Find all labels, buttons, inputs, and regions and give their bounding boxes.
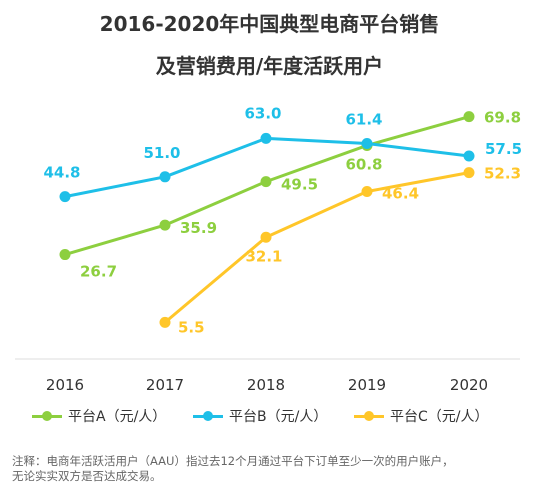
data-point-platform-c	[463, 167, 475, 179]
data-point-platform-a	[159, 219, 171, 231]
data-point-platform-a	[463, 111, 475, 123]
x-tick-label: 2016	[46, 376, 84, 394]
legend-item-platform-a: 平台A（元/人）	[32, 406, 166, 426]
x-tick-label: 2017	[146, 376, 184, 394]
legend-swatch-platform-b	[193, 409, 223, 423]
data-point-platform-b	[260, 132, 272, 144]
data-label-platform-a: 60.8	[345, 155, 382, 173]
data-point-platform-a	[59, 249, 71, 261]
x-tick-label: 2018	[247, 376, 285, 394]
data-label-platform-b: 61.4	[345, 111, 382, 129]
series-line-platform-c	[164, 171, 470, 324]
legend-label-platform-b: 平台B（元/人）	[229, 409, 328, 425]
data-point-platform-b	[159, 171, 171, 183]
legend-label-platform-a: 平台A（元/人）	[68, 409, 167, 425]
footnote: 注释：电商年活跃活用户（AAU）指过去12个月通过平台下订单至少一次的用户账户，…	[12, 454, 532, 484]
data-label-platform-a: 26.7	[80, 263, 117, 281]
x-tick-label: 2020	[450, 376, 488, 394]
chart-title-line1: 2016-2020年中国典型电商平台销售	[99, 12, 440, 36]
data-label-platform-c: 5.5	[178, 318, 205, 336]
legend-item-platform-c: 平台C（元/人）	[354, 406, 489, 426]
data-label-platform-a: 49.5	[281, 176, 318, 194]
data-point-platform-b	[361, 138, 373, 150]
data-label-platform-b: 57.5	[485, 140, 522, 158]
data-label-platform-a: 69.8	[484, 109, 521, 127]
data-label-platform-b: 44.8	[43, 164, 80, 182]
chart-title-line2: 及营销费用/年度活跃用户	[155, 54, 384, 78]
line-chart: 2016 2017 2018 2019 2020 26.7 35.9 49.5 60.8 69.8…	[15, 104, 522, 394]
data-label-platform-c: 32.1	[245, 247, 282, 265]
data-point-platform-b	[59, 191, 71, 203]
data-label-platform-b: 51.0	[143, 144, 180, 162]
footnote-line2: 无论实实双方是否达成交易。	[12, 469, 162, 483]
data-point-platform-c	[159, 316, 171, 328]
legend-swatch-platform-a	[32, 409, 62, 423]
data-point-platform-c	[260, 231, 272, 243]
data-label-platform-b: 63.0	[244, 104, 281, 122]
legend-swatch-platform-c	[354, 409, 384, 423]
data-point-platform-a	[260, 176, 272, 188]
legend-item-platform-b: 平台B（元/人）	[193, 406, 327, 426]
data-label-platform-c: 52.3	[484, 165, 521, 183]
data-point-platform-b	[463, 150, 475, 162]
data-point-platform-c	[361, 186, 373, 198]
legend-label-platform-c: 平台C（元/人）	[390, 409, 489, 425]
data-label-platform-c: 46.4	[382, 185, 419, 203]
x-tick-label: 2019	[348, 376, 386, 394]
footnote-line1: 注释：电商年活跃活用户（AAU）指过去12个月通过平台下订单至少一次的用户账户，	[12, 454, 454, 468]
data-label-platform-a: 35.9	[180, 219, 217, 237]
